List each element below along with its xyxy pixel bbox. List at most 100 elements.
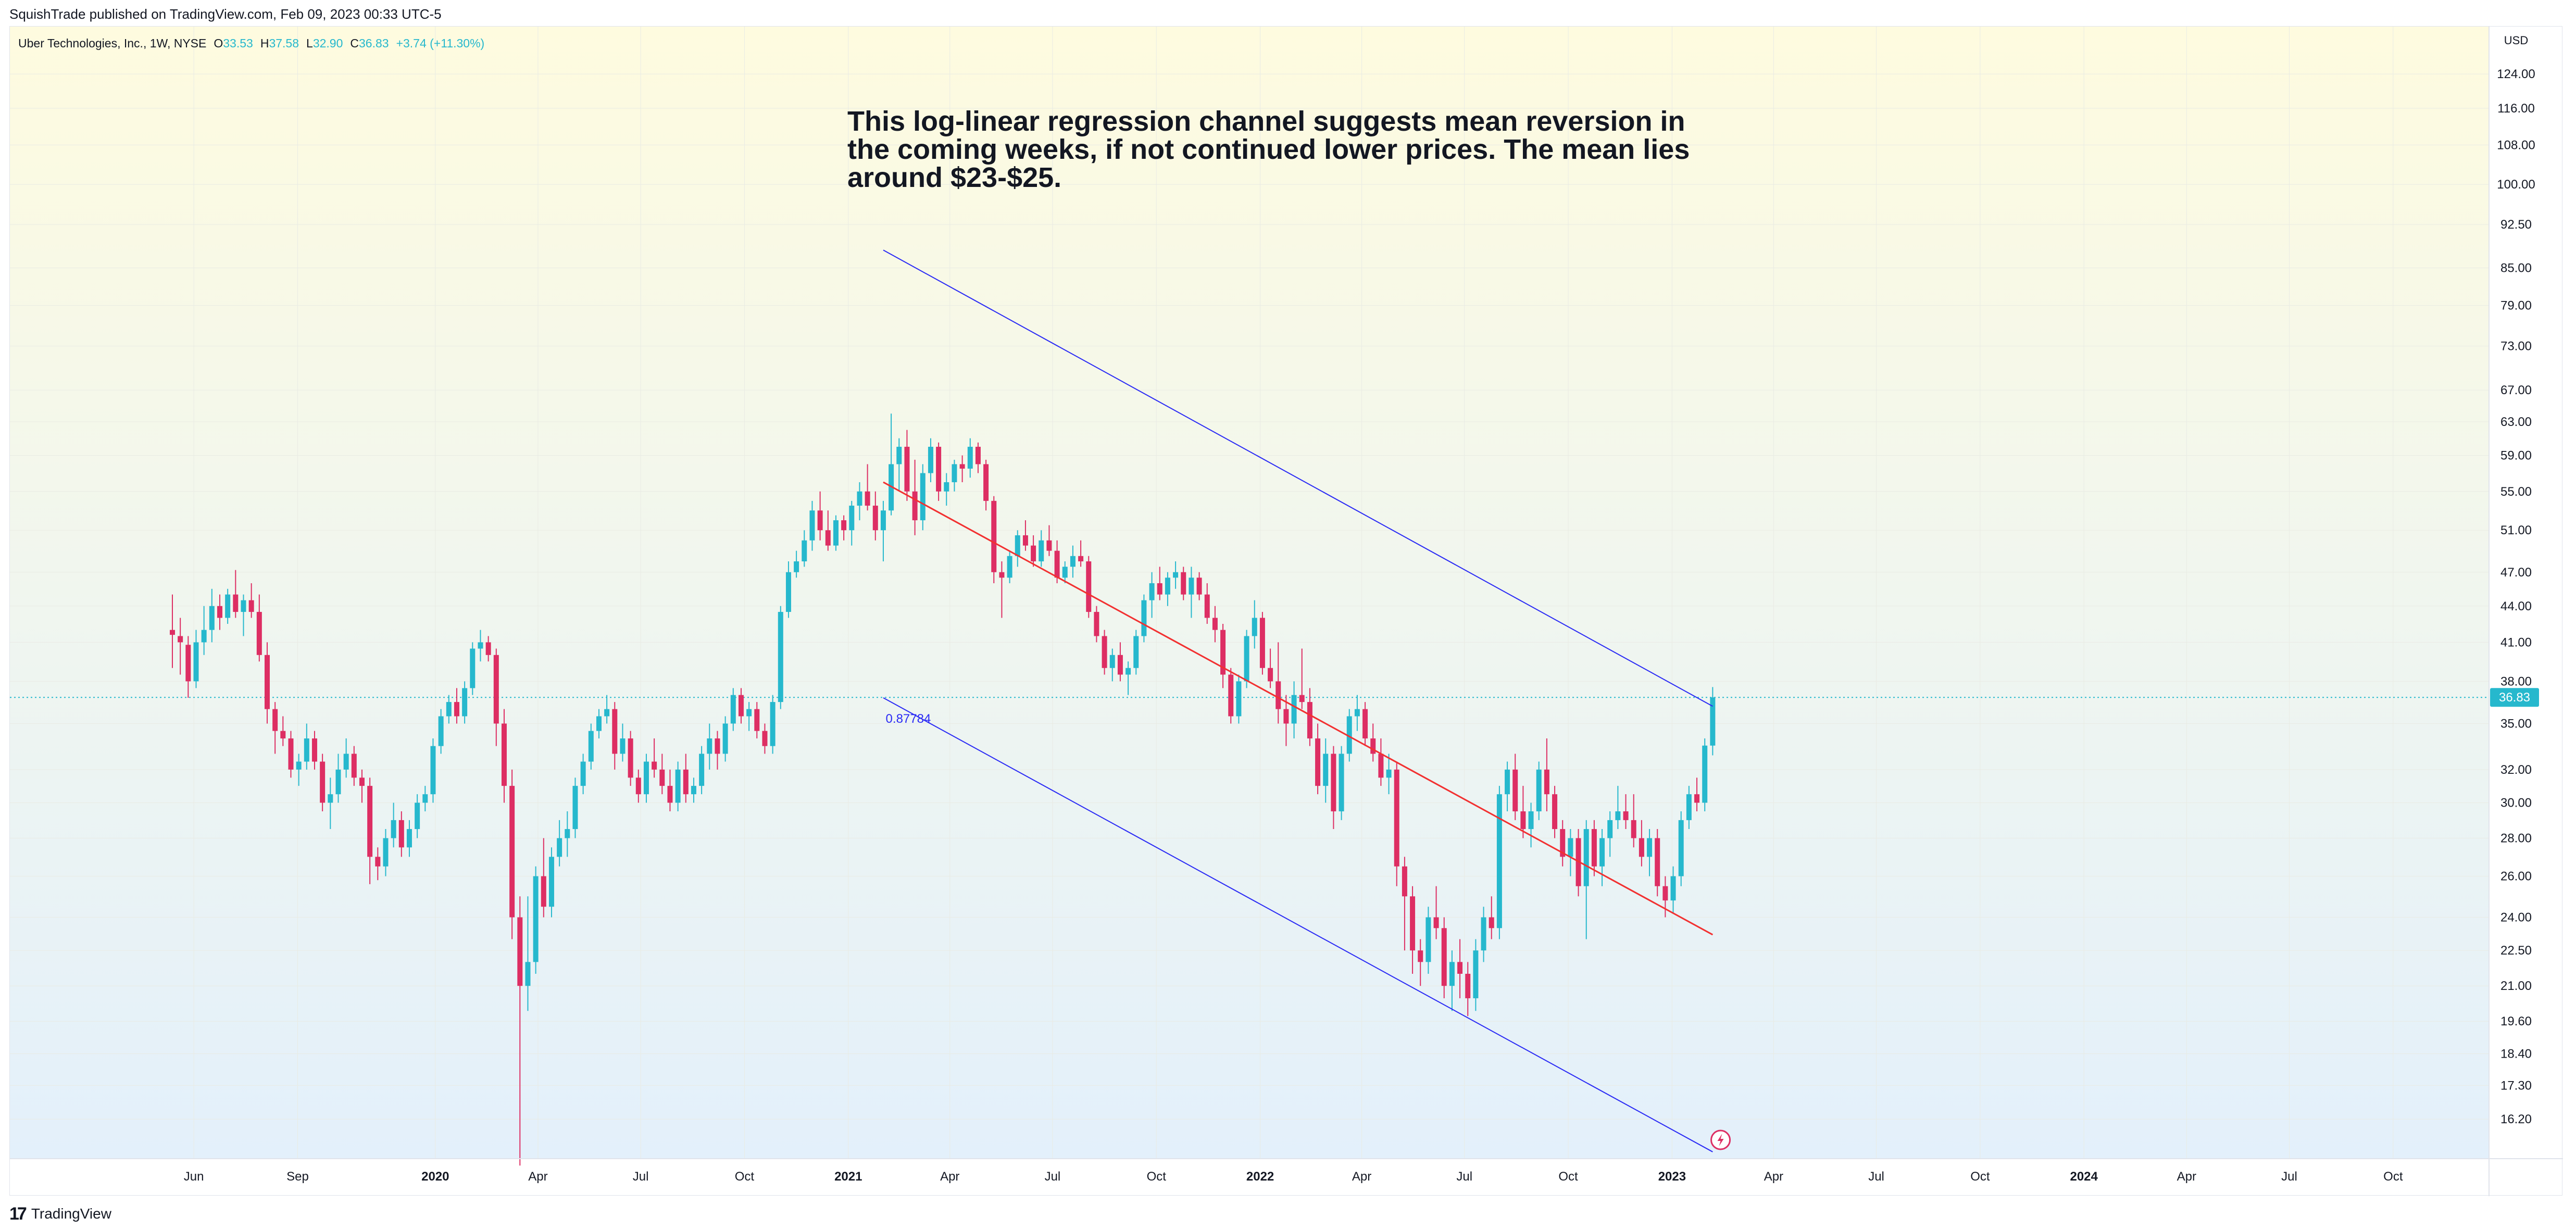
candle-body [754, 709, 760, 731]
candle-body [1022, 535, 1028, 546]
candle-body [509, 786, 515, 918]
price-tick-label: 30.00 [2500, 796, 2532, 810]
candle-body [201, 630, 207, 643]
candle-body [1126, 668, 1131, 675]
marker-bolt [1717, 1134, 1724, 1146]
price-tick-label: 28.00 [2500, 832, 2532, 846]
price-tick-label: 41.00 [2500, 635, 2532, 649]
candle-body [1607, 820, 1613, 838]
time-tick-label: Apr [1352, 1170, 1371, 1184]
candle-body [1031, 545, 1036, 561]
candle-body [1220, 630, 1226, 675]
candle-body [1552, 794, 1558, 830]
price-tick-label: 26.00 [2500, 870, 2532, 884]
candle-body [1370, 738, 1376, 754]
candle-body [1449, 962, 1455, 986]
time-axis[interactable]: Jun Sep 2020 Apr Jul Oct 2021 Apr Jul Oct 2022 Apr J… [184, 1170, 2403, 1184]
candle-body [548, 857, 554, 907]
candle-body [335, 769, 341, 795]
candle-body [1465, 973, 1471, 998]
pearson-label: 0.87784 [886, 712, 931, 726]
candle-body [604, 709, 610, 717]
candle-body [572, 786, 578, 830]
lightning-icon [1710, 1129, 1731, 1150]
candle-body [1094, 612, 1099, 636]
time-tick-label: Jul [1456, 1170, 1472, 1184]
candle-body [398, 820, 404, 848]
candle-body [1528, 811, 1534, 830]
candle-body [722, 723, 728, 754]
candle-body [580, 761, 586, 786]
candle-body [999, 572, 1005, 578]
candle-body [1615, 811, 1621, 820]
candle-body [1157, 583, 1162, 595]
candle-body [351, 754, 357, 778]
time-tick-label: Oct [2383, 1170, 2403, 1184]
annotation-line: This log-linear regression channel sugge… [847, 106, 1685, 137]
time-tick-label: Jun [184, 1170, 204, 1184]
candle-body [612, 709, 618, 754]
candle-body [1410, 896, 1416, 951]
candle-body [1655, 838, 1660, 886]
time-tick-label: 2021 [834, 1170, 862, 1184]
time-tick-label: Jul [633, 1170, 649, 1184]
candle-body [683, 769, 689, 795]
candle-body [659, 769, 665, 786]
candle-body [730, 695, 736, 724]
price-tick-label: 67.00 [2500, 383, 2532, 397]
candle-body [343, 754, 349, 770]
candle-body [794, 561, 799, 572]
candle-body [1276, 681, 1281, 709]
candle-body [1560, 829, 1566, 857]
price-tick-label: 38.00 [2500, 674, 2532, 688]
candle-body [478, 642, 483, 649]
candle-body [241, 600, 246, 612]
candle-body [1070, 556, 1076, 567]
legend-high-label: H [260, 36, 269, 50]
candle-body [620, 738, 626, 754]
candle-body [1354, 709, 1360, 717]
candle-body [1149, 583, 1155, 600]
candle-body [1402, 866, 1407, 897]
candle-body [406, 829, 412, 848]
candle-body [667, 786, 673, 803]
candle-body [817, 510, 823, 531]
candle-body [178, 636, 183, 643]
annotation-text[interactable]: This log-linear regression channel sugge… [847, 106, 1690, 193]
candle-body [1433, 917, 1439, 928]
candle-body [1670, 876, 1676, 901]
candle-body [1046, 540, 1052, 551]
candle-body [565, 829, 570, 838]
legend-symbol: Uber Technologies, Inc., 1W, NYSE [18, 36, 206, 50]
candle-body [1544, 769, 1549, 795]
candle-body [517, 917, 523, 986]
price-tick-label: 100.00 [2497, 178, 2535, 192]
price-tick-label: 85.00 [2500, 261, 2532, 275]
price-tick-label: 124.00 [2497, 67, 2535, 81]
candle-body [225, 594, 231, 618]
time-tick-label: Oct [1147, 1170, 1167, 1184]
candle-body [1102, 636, 1107, 668]
legend-low: 32.90 [313, 36, 343, 50]
candle-body [391, 820, 396, 838]
candle-body [1702, 745, 1708, 803]
candle-body [533, 876, 539, 962]
candle-body [1307, 702, 1312, 739]
candle-body [1505, 769, 1510, 795]
candle-body [1536, 769, 1542, 812]
candle-body [944, 482, 949, 492]
price-chart[interactable]: 0.87784 This log-linear regression chann… [10, 27, 2563, 1196]
regression-channel[interactable]: 0.87784 [883, 249, 1714, 1152]
candle-body [849, 506, 855, 531]
candle-body [1212, 618, 1218, 630]
channel-upper-line [883, 249, 1713, 707]
candle-body [1639, 838, 1644, 857]
candle-body [193, 642, 199, 682]
candle-body [415, 802, 420, 830]
footer-brand[interactable]: 17 TradingView [9, 1201, 322, 1227]
price-axis[interactable]: USD 124.00 116.00 108.00 100.00 92.50 85.00 79… [2490, 34, 2539, 1126]
legend-low-label: L [306, 36, 313, 50]
candle-body [809, 510, 815, 541]
candle-body [541, 876, 546, 907]
candle-body [785, 572, 791, 612]
